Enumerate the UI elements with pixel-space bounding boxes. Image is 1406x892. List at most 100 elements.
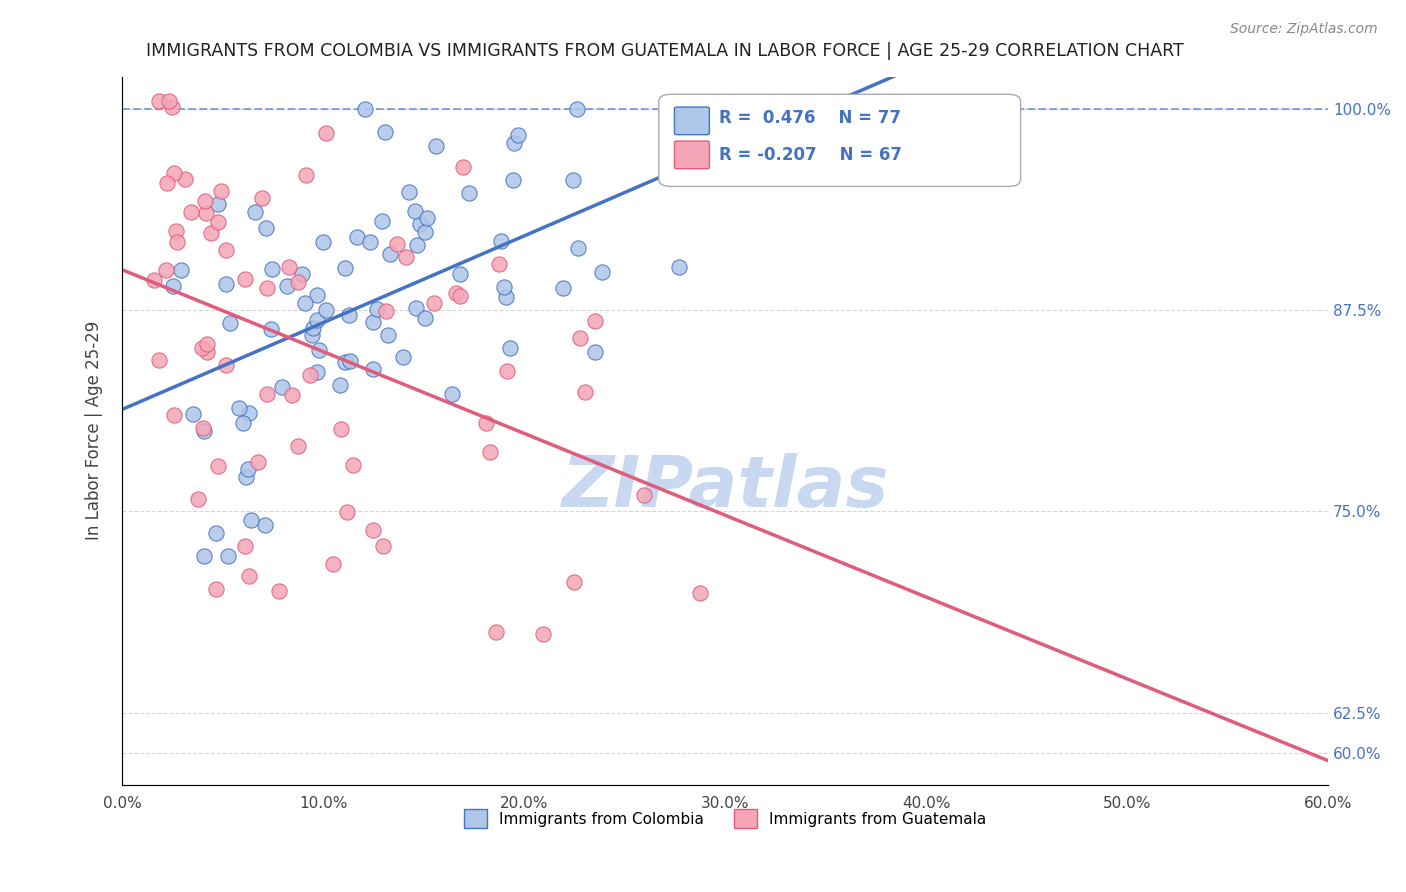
Point: [413, 311, 436, 326]
Point: [155, 263, 177, 277]
Point: [406, 238, 429, 252]
Point: [474, 416, 496, 430]
Point: [633, 488, 655, 502]
Text: Source: ZipAtlas.com: Source: ZipAtlas.com: [1230, 22, 1378, 37]
Point: [148, 94, 170, 108]
Point: [228, 401, 250, 415]
Point: [738, 102, 761, 116]
Point: [246, 455, 269, 469]
Point: [238, 569, 260, 583]
Point: [315, 126, 337, 140]
Point: [207, 214, 229, 228]
Point: [193, 549, 215, 564]
Point: [194, 206, 217, 220]
Point: [333, 261, 356, 276]
Point: [302, 321, 325, 335]
Point: [180, 205, 202, 219]
Point: [380, 247, 402, 261]
Point: [449, 289, 471, 303]
Point: [371, 539, 394, 553]
Point: [423, 296, 446, 310]
Point: [253, 518, 276, 533]
Point: [256, 387, 278, 401]
Point: [413, 225, 436, 239]
FancyBboxPatch shape: [675, 107, 710, 135]
Point: [491, 235, 513, 249]
Point: [395, 250, 418, 264]
Point: [215, 244, 238, 258]
Point: [209, 184, 232, 198]
Point: [291, 267, 314, 281]
Point: [305, 313, 328, 327]
Point: [322, 557, 344, 571]
Point: [366, 301, 388, 316]
Point: [377, 327, 399, 342]
Point: [294, 296, 316, 310]
Point: [236, 462, 259, 476]
Point: [315, 302, 337, 317]
Point: [531, 627, 554, 641]
Point: [440, 386, 463, 401]
Point: [415, 211, 437, 226]
Text: IMMIGRANTS FROM COLOMBIA VS IMMIGRANTS FROM GUATEMALA IN LABOR FORCE | AGE 25-29: IMMIGRANTS FROM COLOMBIA VS IMMIGRANTS F…: [146, 42, 1184, 60]
Text: R = -0.207    N = 67: R = -0.207 N = 67: [718, 145, 903, 163]
Point: [191, 421, 214, 435]
Point: [478, 444, 501, 458]
Point: [668, 260, 690, 275]
Point: [197, 345, 219, 359]
Point: [392, 351, 415, 365]
Point: [267, 583, 290, 598]
Point: [235, 469, 257, 483]
Point: [451, 160, 474, 174]
Point: [485, 625, 508, 640]
Point: [305, 287, 328, 301]
Point: [927, 102, 949, 116]
Point: [299, 368, 322, 383]
Point: [163, 408, 186, 422]
Point: [574, 384, 596, 399]
Point: [162, 278, 184, 293]
Point: [170, 263, 193, 277]
Point: [305, 365, 328, 379]
Y-axis label: In Labor Force | Age 25-29: In Labor Force | Age 25-29: [86, 321, 103, 541]
Point: [278, 260, 301, 274]
Point: [361, 315, 384, 329]
Point: [495, 289, 517, 303]
Text: R =  0.476    N = 77: R = 0.476 N = 77: [718, 109, 901, 127]
Point: [194, 194, 217, 209]
Point: [232, 416, 254, 430]
Point: [207, 197, 229, 211]
Point: [562, 173, 585, 187]
Point: [191, 342, 214, 356]
Point: [204, 526, 226, 541]
Point: [287, 439, 309, 453]
Point: [187, 492, 209, 507]
Text: ZIPatlas: ZIPatlas: [561, 453, 889, 522]
Point: [329, 378, 352, 392]
Point: [569, 331, 592, 345]
Point: [506, 128, 529, 142]
Point: [425, 139, 447, 153]
Point: [488, 258, 510, 272]
Point: [565, 102, 588, 116]
Point: [342, 458, 364, 472]
Point: [166, 235, 188, 249]
Point: [583, 314, 606, 328]
Point: [346, 229, 368, 244]
Point: [165, 224, 187, 238]
Point: [148, 353, 170, 368]
Point: [260, 322, 283, 336]
Point: [143, 272, 166, 286]
Point: [301, 328, 323, 343]
Point: [361, 362, 384, 376]
Point: [243, 205, 266, 219]
Point: [215, 358, 238, 372]
Point: [562, 574, 585, 589]
Point: [336, 505, 359, 519]
Point: [503, 136, 526, 151]
Point: [330, 422, 353, 436]
Point: [280, 388, 302, 402]
FancyBboxPatch shape: [659, 95, 1021, 186]
Point: [404, 204, 426, 219]
Point: [374, 125, 396, 139]
